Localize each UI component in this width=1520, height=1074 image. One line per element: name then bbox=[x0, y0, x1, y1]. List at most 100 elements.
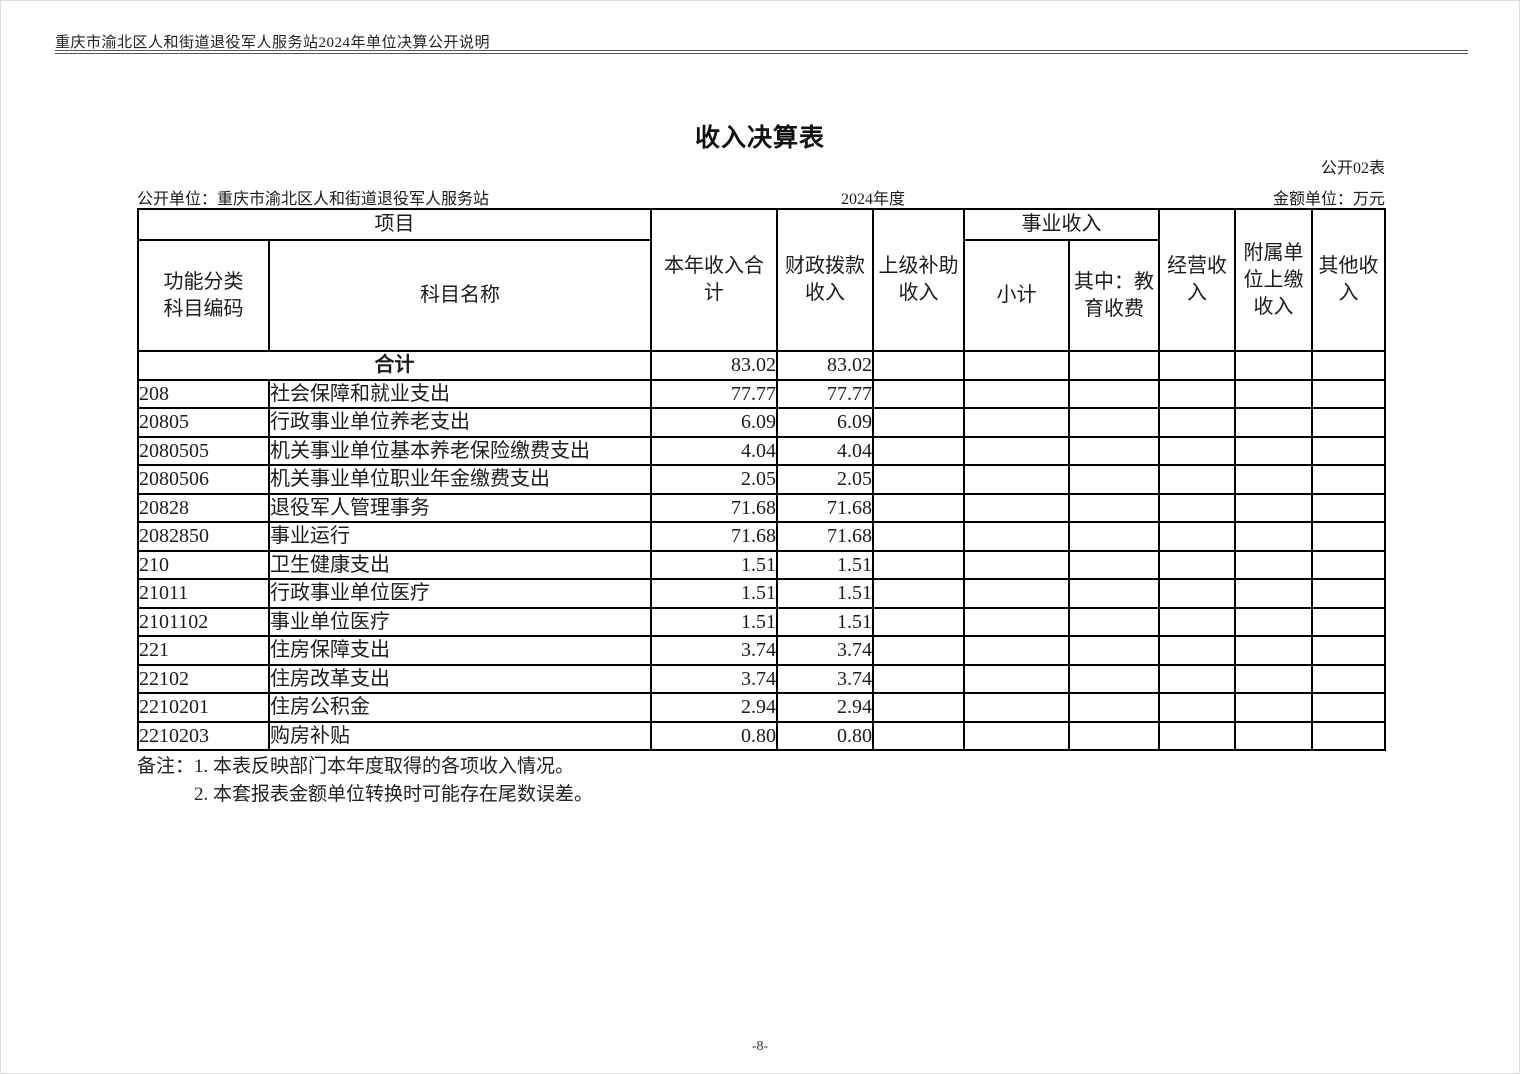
empty-cell bbox=[963, 378, 1070, 409]
header-other-income: 其他收 入 bbox=[1311, 208, 1386, 352]
empty-cell bbox=[963, 521, 1070, 552]
table-row: 210 卫生健康支出 1.51 1.51 bbox=[137, 549, 1386, 580]
subject-name-cell: 购房补贴 bbox=[268, 720, 652, 751]
empty-cell bbox=[1068, 492, 1160, 523]
empty-cell bbox=[1068, 606, 1160, 637]
empty-cell bbox=[963, 720, 1070, 751]
fiscal-appropriation-cell: 3.74 bbox=[776, 663, 874, 694]
function-code-cell: 20805 bbox=[137, 407, 270, 438]
fiscal-appropriation-cell: 2.94 bbox=[776, 692, 874, 723]
fiscal-appropriation-cell: 6.09 bbox=[776, 407, 874, 438]
empty-cell bbox=[1158, 435, 1236, 466]
empty-cell bbox=[872, 521, 965, 552]
empty-cell bbox=[963, 435, 1070, 466]
amount-unit-label: 金额单位：万元 bbox=[1272, 191, 1385, 208]
empty-cell bbox=[1158, 720, 1236, 751]
table-row: 2082850 事业运行 71.68 71.68 bbox=[137, 521, 1386, 552]
annual-total-cell: 3.74 bbox=[650, 663, 778, 694]
table-row: 2210201 住房公积金 2.94 2.94 bbox=[137, 692, 1386, 723]
income-final-accounts-table: 项目 本年收入合 计 财政拨款 收入 上级补助 收入 事业收入 经营收 入 附属… bbox=[137, 208, 1386, 751]
fiscal-year-label: 2024年度 bbox=[841, 191, 906, 208]
empty-cell bbox=[872, 606, 965, 637]
empty-cell bbox=[1311, 435, 1386, 466]
empty-cell bbox=[1068, 464, 1160, 495]
empty-cell bbox=[1158, 464, 1236, 495]
table-row: 208 社会保障和就业支出 77.77 77.77 bbox=[137, 378, 1386, 409]
empty-cell bbox=[1234, 606, 1313, 637]
function-code-cell: 22102 bbox=[137, 663, 270, 694]
total-annual-cell: 83.02 bbox=[650, 350, 778, 381]
function-code-cell: 20828 bbox=[137, 492, 270, 523]
report-info-row: 公开单位：重庆市渝北区人和街道退役军人服务站 2024年度 金额单位：万元 bbox=[137, 185, 1385, 208]
fiscal-appropriation-cell: 2.05 bbox=[776, 464, 874, 495]
header-subject-name: 科目名称 bbox=[268, 239, 652, 352]
function-code-cell: 2080505 bbox=[137, 435, 270, 466]
empty-cell bbox=[1234, 435, 1313, 466]
table-row: 2101102 事业单位医疗 1.51 1.51 bbox=[137, 606, 1386, 637]
empty-cell bbox=[872, 492, 965, 523]
note-line-2: 2. 本套报表金额单位转换时可能存在尾数误差。 bbox=[194, 784, 594, 805]
empty-cell bbox=[963, 350, 1070, 381]
empty-cell bbox=[1158, 407, 1236, 438]
empty-cell bbox=[1234, 692, 1313, 723]
document-header-note: 重庆市渝北区人和街道退役军人服务站2024年单位决算公开说明 bbox=[55, 35, 491, 51]
empty-cell bbox=[1311, 521, 1386, 552]
empty-cell bbox=[1068, 435, 1160, 466]
fiscal-appropriation-cell: 77.77 bbox=[776, 378, 874, 409]
empty-cell bbox=[1158, 578, 1236, 609]
table-row: 2210203 购房补贴 0.80 0.80 bbox=[137, 720, 1386, 751]
empty-cell bbox=[872, 720, 965, 751]
empty-cell bbox=[963, 407, 1070, 438]
empty-cell bbox=[1068, 407, 1160, 438]
empty-cell bbox=[1234, 720, 1313, 751]
subject-name-cell: 行政事业单位医疗 bbox=[268, 578, 652, 609]
empty-cell bbox=[872, 578, 965, 609]
empty-cell bbox=[1158, 521, 1236, 552]
fiscal-appropriation-cell: 1.51 bbox=[776, 606, 874, 637]
subject-name-cell: 事业单位医疗 bbox=[268, 606, 652, 637]
form-code-label: 公开02表 bbox=[1320, 160, 1385, 177]
empty-cell bbox=[872, 635, 965, 666]
empty-cell bbox=[1234, 407, 1313, 438]
total-label-cell: 合计 bbox=[137, 350, 652, 381]
function-code-cell: 21011 bbox=[137, 578, 270, 609]
empty-cell bbox=[1234, 492, 1313, 523]
function-code-cell: 210 bbox=[137, 549, 270, 580]
header-function-code: 功能分类 科目编码 bbox=[137, 239, 270, 352]
function-code-cell: 2210201 bbox=[137, 692, 270, 723]
subject-name-cell: 机关事业单位职业年金缴费支出 bbox=[268, 464, 652, 495]
empty-cell bbox=[1068, 578, 1160, 609]
empty-cell bbox=[1068, 350, 1160, 381]
note-line-1: 备注：1. 本表反映部门本年度取得的各项收入情况。 bbox=[137, 753, 593, 781]
annual-total-cell: 6.09 bbox=[650, 407, 778, 438]
empty-cell bbox=[1158, 663, 1236, 694]
table-row: 22102 住房改革支出 3.74 3.74 bbox=[137, 663, 1386, 694]
fiscal-appropriation-cell: 1.51 bbox=[776, 549, 874, 580]
empty-cell bbox=[1234, 464, 1313, 495]
empty-cell bbox=[872, 350, 965, 381]
empty-cell bbox=[1234, 521, 1313, 552]
notes-label: 备注： bbox=[137, 756, 195, 777]
function-code-cell: 208 bbox=[137, 378, 270, 409]
empty-cell bbox=[1311, 663, 1386, 694]
table-row: 20828 退役军人管理事务 71.68 71.68 bbox=[137, 492, 1386, 523]
empty-cell bbox=[1311, 692, 1386, 723]
empty-cell bbox=[1311, 549, 1386, 580]
function-code-cell: 221 bbox=[137, 635, 270, 666]
empty-cell bbox=[963, 692, 1070, 723]
empty-cell bbox=[963, 663, 1070, 694]
header-divider-rule bbox=[55, 50, 1468, 54]
annual-total-cell: 2.94 bbox=[650, 692, 778, 723]
empty-cell bbox=[872, 407, 965, 438]
empty-cell bbox=[1234, 350, 1313, 381]
subject-name-cell: 住房保障支出 bbox=[268, 635, 652, 666]
header-superior-subsidy-income: 上级补助 收入 bbox=[872, 208, 965, 352]
function-code-cell: 2082850 bbox=[137, 521, 270, 552]
empty-cell bbox=[963, 492, 1070, 523]
function-code-cell: 2101102 bbox=[137, 606, 270, 637]
empty-cell bbox=[1158, 350, 1236, 381]
empty-cell bbox=[1234, 378, 1313, 409]
annual-total-cell: 3.74 bbox=[650, 635, 778, 666]
empty-cell bbox=[1311, 720, 1386, 751]
